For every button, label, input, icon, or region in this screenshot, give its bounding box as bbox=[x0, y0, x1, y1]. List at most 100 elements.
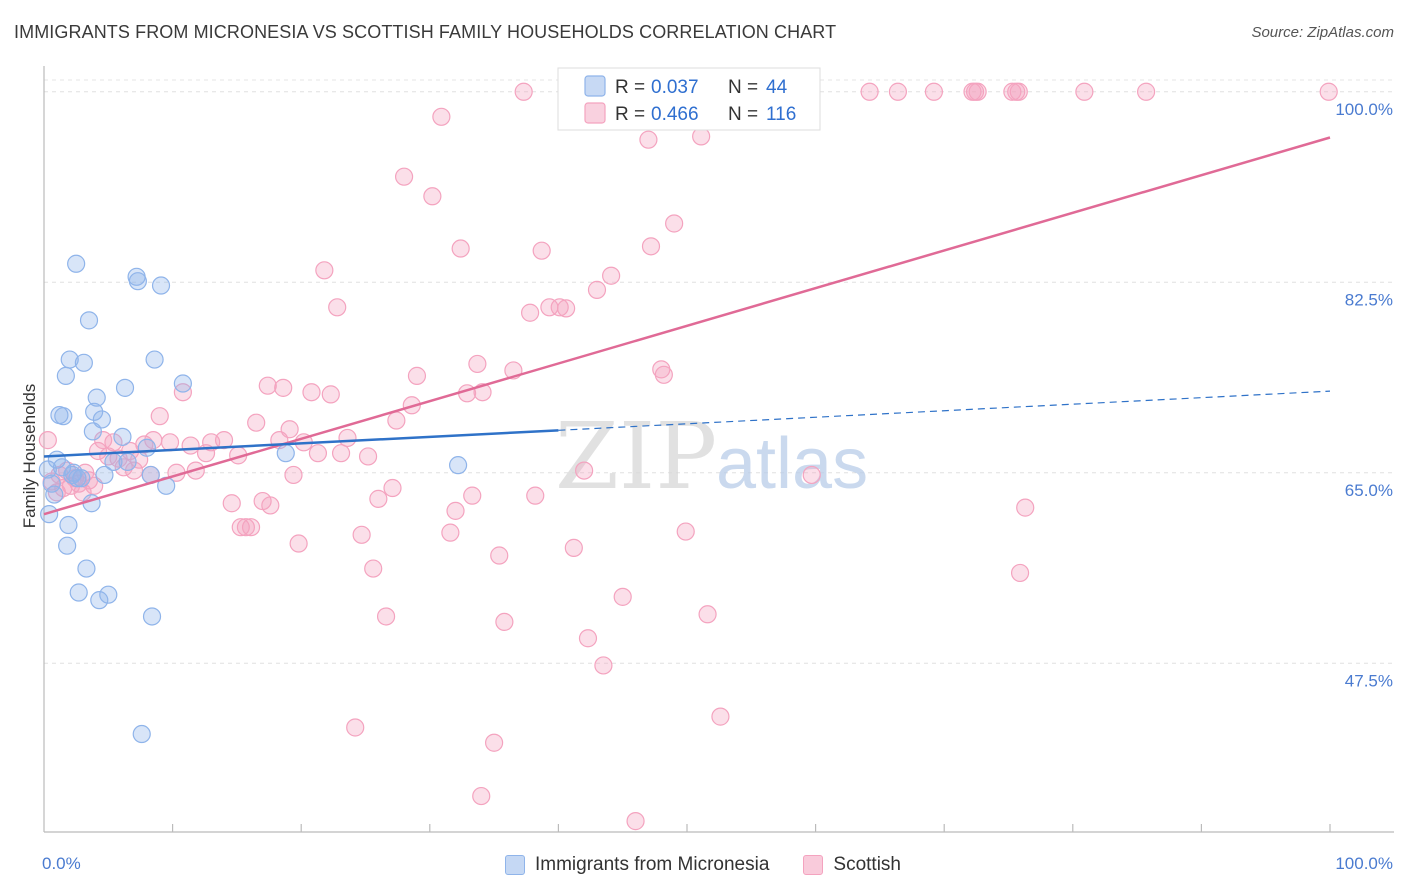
micronesia-point-14 bbox=[67, 254, 86, 273]
scottish-point-93 bbox=[613, 587, 632, 606]
top-legend: R = 0.037 N = 44 R = 0.466 N = 116 bbox=[557, 67, 821, 131]
y-axis-label: Family Households bbox=[20, 384, 39, 529]
micronesia-point-43 bbox=[276, 444, 295, 463]
top-legend-n-value-0: 44 bbox=[766, 77, 788, 98]
scottish-point-41 bbox=[261, 496, 280, 515]
micronesia-point-38 bbox=[142, 607, 162, 626]
scottish-point-56 bbox=[346, 718, 365, 737]
scottish-point-67 bbox=[423, 187, 442, 206]
legend-label-micronesia: Immigrants from Micronesia bbox=[535, 854, 770, 875]
micronesia-point-7 bbox=[54, 407, 73, 426]
scottish-point-86 bbox=[557, 299, 576, 318]
scottish-point-107 bbox=[802, 465, 821, 485]
top-legend-r-label-1: R = bbox=[615, 104, 645, 125]
top-legend-n-label-0: N = bbox=[728, 77, 758, 98]
scottish-point-57 bbox=[352, 525, 371, 544]
scottish-point-114 bbox=[1003, 82, 1022, 101]
y-tick-label-3: 47.5% bbox=[1345, 671, 1393, 690]
scottish-point-100 bbox=[676, 522, 695, 541]
micronesia-point-23 bbox=[85, 402, 104, 421]
scottish-point-29 bbox=[181, 436, 200, 455]
micronesia-point-10 bbox=[59, 515, 78, 535]
micronesia-point-34 bbox=[128, 272, 147, 291]
scottish-point-110 bbox=[924, 82, 944, 101]
scottish-point-36 bbox=[231, 518, 250, 537]
micronesia-point-35 bbox=[132, 724, 151, 744]
scottish-point-16 bbox=[104, 433, 123, 452]
scottish-point-47 bbox=[289, 534, 308, 553]
legend-item-micronesia[interactable]: Immigrants from Micronesia bbox=[505, 854, 769, 876]
watermark-atlas: atlas bbox=[716, 424, 868, 504]
scottish-point-33 bbox=[214, 431, 234, 450]
micronesia-point-40 bbox=[151, 276, 171, 295]
x-tick-label-1: 100.0% bbox=[1335, 854, 1393, 873]
scottish-point-50 bbox=[308, 444, 328, 463]
scottish-point-108 bbox=[860, 82, 879, 101]
chart-title: IMMIGRANTS FROM MICRONESIA VS SCOTTISH F… bbox=[14, 22, 837, 42]
scottish-point-87 bbox=[564, 538, 583, 557]
scottish-point-121 bbox=[1319, 82, 1338, 101]
scottish-point-88 bbox=[575, 461, 594, 480]
scottish-point-26 bbox=[160, 433, 180, 452]
micronesia-trend-extension bbox=[558, 390, 1331, 431]
scottish-point-89 bbox=[578, 629, 598, 648]
scottish-point-99 bbox=[665, 214, 684, 233]
scottish-point-55 bbox=[338, 428, 357, 448]
micronesia-point-31 bbox=[115, 378, 135, 397]
scottish-point-85 bbox=[550, 298, 569, 317]
scottish-point-123 bbox=[626, 812, 645, 831]
y-tick-labels: 100.0% 82.5% 65.0% 47.5% bbox=[1335, 100, 1393, 690]
micronesia-point-2 bbox=[42, 474, 61, 493]
scottish-point-91 bbox=[594, 656, 613, 675]
micronesia-point-26 bbox=[92, 410, 111, 429]
legend-label-scottish: Scottish bbox=[833, 854, 901, 875]
micronesia-point-16 bbox=[69, 583, 88, 602]
scottish-point-38 bbox=[241, 518, 261, 537]
micronesia-point-24 bbox=[87, 388, 106, 407]
scottish-point-68 bbox=[432, 107, 451, 126]
scottish-point-78 bbox=[495, 612, 514, 632]
y-tick-label-0: 100.0% bbox=[1335, 100, 1393, 119]
scottish-point-45 bbox=[280, 420, 299, 439]
scottish-point-104 bbox=[711, 707, 730, 726]
top-legend-n-label-1: N = bbox=[728, 104, 758, 125]
top-legend-n-value-1: 116 bbox=[766, 104, 796, 125]
micronesia-point-11 bbox=[60, 350, 79, 369]
scottish-point-42 bbox=[258, 376, 277, 395]
source-label: Source: ZipAtlas.com bbox=[1251, 24, 1394, 41]
scottish-trend-line bbox=[43, 136, 1331, 516]
micronesia-point-27 bbox=[95, 465, 114, 485]
scottish-point-62 bbox=[383, 478, 402, 498]
scottish-point-59 bbox=[364, 559, 383, 578]
scottish-point-0 bbox=[38, 431, 57, 450]
scottish-points bbox=[38, 82, 1338, 831]
micronesia-point-6 bbox=[52, 458, 72, 477]
scottish-point-83 bbox=[532, 241, 551, 260]
micronesia-points bbox=[38, 254, 468, 744]
trend-lines bbox=[43, 136, 1331, 516]
scottish-point-37 bbox=[236, 518, 256, 537]
scottish-point-120 bbox=[1137, 82, 1156, 101]
scottish-point-74 bbox=[468, 354, 487, 374]
x-tick-labels: 0.0% 100.0% bbox=[42, 854, 1393, 873]
scottish-point-73 bbox=[463, 486, 482, 505]
scottish-point-90 bbox=[587, 280, 607, 299]
scottish-point-54 bbox=[331, 444, 351, 463]
micronesia-point-30 bbox=[113, 427, 132, 446]
watermark-zip: ZIP bbox=[555, 403, 717, 510]
micronesia-point-28 bbox=[99, 585, 118, 604]
scottish-point-49 bbox=[302, 383, 321, 402]
axes bbox=[43, 66, 1394, 833]
micronesia-point-8 bbox=[56, 366, 75, 385]
scottish-point-113 bbox=[968, 82, 987, 101]
scottish-point-96 bbox=[641, 237, 661, 256]
scottish-point-58 bbox=[358, 447, 378, 466]
legend-item-scottish[interactable]: Scottish bbox=[803, 854, 901, 876]
scottish-point-77 bbox=[490, 546, 509, 565]
scottish-point-52 bbox=[321, 385, 340, 404]
scottish-point-76 bbox=[485, 733, 504, 752]
scottish-point-70 bbox=[446, 501, 465, 520]
micronesia-point-20 bbox=[79, 311, 99, 330]
scottish-point-46 bbox=[284, 465, 303, 485]
